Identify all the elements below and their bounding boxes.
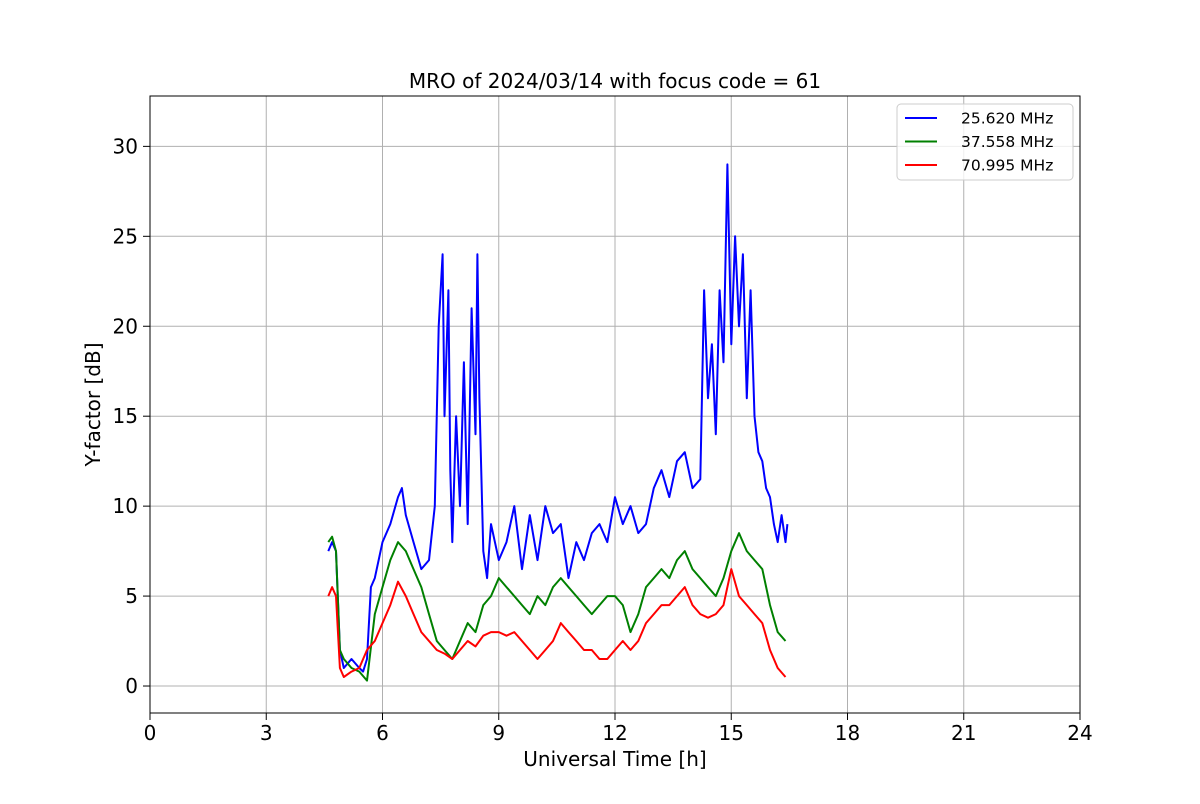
x-tick-label: 3 <box>260 721 273 745</box>
y-tick-label: 20 <box>113 314 138 338</box>
series-line-3 <box>327 568 787 678</box>
x-tick-label: 18 <box>835 721 860 745</box>
series-line-2 <box>327 532 787 682</box>
x-tick-label: 24 <box>1067 721 1092 745</box>
legend-box <box>896 103 1074 181</box>
legend-label: 25.620 MHz <box>961 110 1053 128</box>
y-tick-label: 15 <box>113 404 138 428</box>
y-tick-label: 30 <box>113 134 138 158</box>
x-tick-label: 15 <box>719 721 744 745</box>
x-tick-label: 9 <box>492 721 505 745</box>
x-tick-label: 0 <box>144 721 157 745</box>
legend: 25.620 MHz 37.558 MHz 70.995 MHz <box>896 103 1074 181</box>
ticks: 0 3 6 9 12 15 18 21 24 0 5 10 15 20 25 30 <box>113 134 1093 745</box>
y-tick-label: 5 <box>125 584 138 608</box>
series-line-1 <box>327 163 789 673</box>
x-tick-label: 21 <box>951 721 976 745</box>
y-tick-label: 25 <box>113 224 138 248</box>
legend-label: 37.558 MHz <box>961 133 1053 151</box>
y-tick-label: 10 <box>113 494 138 518</box>
x-axis-title: Universal Time [h] <box>523 747 706 771</box>
chart-title: MRO of 2024/03/14 with focus code = 61 <box>409 69 821 93</box>
series-layer <box>327 163 789 682</box>
y-tick-label: 0 <box>125 674 138 698</box>
x-tick-label: 12 <box>602 721 627 745</box>
y-axis-title: Y-factor [dB] <box>81 342 105 467</box>
legend-label: 70.995 MHz <box>961 157 1053 175</box>
x-tick-label: 6 <box>376 721 389 745</box>
grid <box>149 96 1081 713</box>
